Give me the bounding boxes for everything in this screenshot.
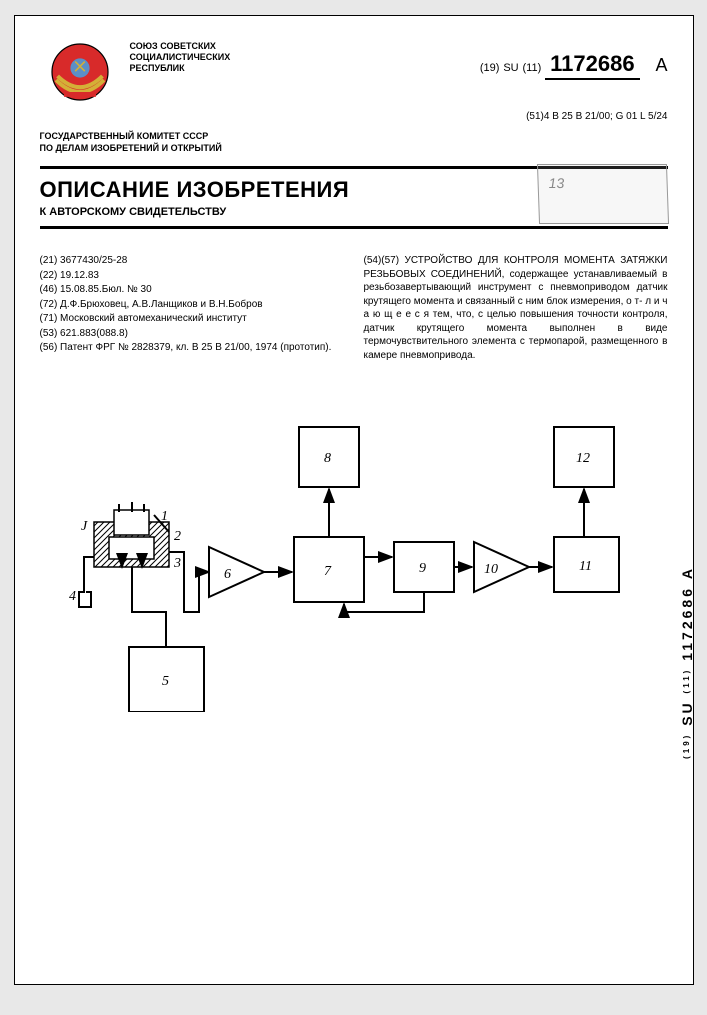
- stamp-num: 13: [548, 175, 564, 191]
- header: СОЮЗ СОВЕТСКИХ СОЦИАЛИСТИЧЕСКИХ РЕСПУБЛИ…: [15, 16, 693, 239]
- label-9: 9: [419, 561, 426, 576]
- field-53: (53) 621.883(088.8): [40, 327, 344, 341]
- side-prefix: (19): [682, 733, 691, 759]
- label-1: 1: [161, 509, 168, 524]
- side-country: SU: [679, 700, 695, 725]
- committee: ГОСУДАРСТВЕННЫЙ КОМИТЕТ СССР ПО ДЕЛАМ ИЗ…: [40, 131, 668, 154]
- label-11: 11: [579, 559, 592, 574]
- doc-num: 1172686: [545, 51, 639, 80]
- doc-prefix: (19): [480, 62, 500, 74]
- class-codes: B 25 B 21/00; G 01 L 5/24: [552, 111, 667, 122]
- union-text: СОЮЗ СОВЕТСКИХ СОЦИАЛИСТИЧЕСКИХ РЕСПУБЛИ…: [130, 41, 231, 73]
- label-6: 6: [224, 567, 231, 582]
- classification: (51)4 B 25 B 21/00; G 01 L 5/24: [526, 111, 667, 122]
- amp-6: [209, 547, 264, 597]
- stamp: 13: [536, 164, 668, 224]
- wire-5-sensor: [132, 567, 166, 647]
- bib-right: (54)(57) УСТРОЙСТВО ДЛЯ КОНТРОЛЯ МОМЕНТА…: [364, 254, 668, 362]
- component-4: [79, 557, 94, 607]
- label-4: 4: [69, 589, 76, 604]
- field-71: (71) Московский автомеханический институ…: [40, 312, 344, 326]
- side-infix: (11): [682, 668, 691, 694]
- field-72: (72) Д.Ф.Брюховец, А.В.Ланщиков и В.Н.Бо…: [40, 298, 344, 312]
- side-suffix: A: [679, 566, 695, 579]
- amp-10: [474, 542, 529, 592]
- field-46: (46) 15.08.85.Бюл. № 30: [40, 283, 344, 297]
- class-prefix: (51)4: [526, 111, 549, 122]
- side-num: 1172686: [679, 586, 695, 661]
- union-line1: СОЮЗ СОВЕТСКИХ: [130, 41, 231, 52]
- union-line3: РЕСПУБЛИК: [130, 63, 231, 74]
- label-2: 2: [174, 529, 181, 544]
- patent-page: СОЮЗ СОВЕТСКИХ СОЦИАЛИСТИЧЕСКИХ РЕСПУБЛИ…: [14, 15, 694, 985]
- doc-infix: (11): [523, 62, 542, 74]
- label-10: 10: [484, 562, 498, 577]
- side-document-number: (19) SU (11) 1172686 A: [679, 566, 695, 759]
- label-3: 3: [173, 556, 181, 571]
- committee-line2: ПО ДЕЛАМ ИЗОБРЕТЕНИЙ И ОТКРЫТИЙ: [40, 143, 668, 155]
- committee-line1: ГОСУДАРСТВЕННЫЙ КОМИТЕТ СССР: [40, 131, 668, 143]
- doc-suffix: A: [655, 55, 667, 75]
- field-21: (21) 3677430/25-28: [40, 254, 344, 268]
- field-56: (56) Патент ФРГ № 2828379, кл. B 25 B 21…: [40, 341, 344, 355]
- document-number: (19) SU (11) 1172686 A: [480, 51, 668, 77]
- label-8: 8: [324, 451, 331, 466]
- field-22: (22) 19.12.83: [40, 269, 344, 283]
- title-block: ОПИСАНИЕ ИЗОБРЕТЕНИЯ К АВТОРСКОМУ СВИДЕТ…: [40, 166, 668, 229]
- bib-left: (21) 3677430/25-28 (22) 19.12.83 (46) 15…: [40, 254, 344, 362]
- sensor-top: [114, 510, 149, 535]
- label-j: J: [81, 519, 88, 534]
- doc-country: SU: [503, 62, 518, 74]
- union-line2: СОЦИАЛИСТИЧЕСКИХ: [130, 52, 231, 63]
- bibliography: (21) 3677430/25-28 (22) 19.12.83 (46) 15…: [15, 239, 693, 377]
- block-diagram: J 1 2 3 4 5 6 7 8: [40, 392, 668, 712]
- label-12: 12: [576, 451, 590, 466]
- label-5: 5: [162, 674, 169, 689]
- sensor-chamber: [109, 537, 154, 559]
- ussr-emblem-icon: [40, 36, 120, 116]
- label-7: 7: [324, 564, 332, 579]
- abstract: (54)(57) УСТРОЙСТВО ДЛЯ КОНТРОЛЯ МОМЕНТА…: [364, 254, 668, 362]
